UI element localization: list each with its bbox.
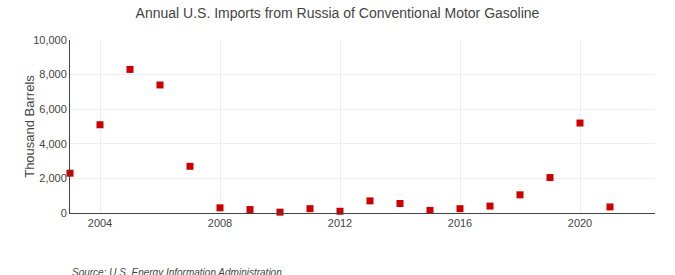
svg-text:2012: 2012 [328, 217, 352, 229]
svg-text:0: 0 [61, 207, 67, 219]
svg-text:4,000: 4,000 [39, 138, 67, 150]
svg-text:2016: 2016 [448, 217, 472, 229]
svg-text:2,000: 2,000 [39, 172, 67, 184]
svg-text:Annual U.S. Imports from Russi: Annual U.S. Imports from Russia of Conve… [136, 5, 540, 21]
svg-text:8,000: 8,000 [39, 68, 67, 80]
svg-text:2004: 2004 [88, 217, 112, 229]
svg-text:2008: 2008 [208, 217, 232, 229]
svg-text:2020: 2020 [568, 217, 592, 229]
svg-text:10,000: 10,000 [33, 34, 67, 46]
svg-text:Thousand Barrels: Thousand Barrels [22, 75, 37, 178]
svg-text:Source: U.S. Energy Informatio: Source: U.S. Energy Information Administ… [72, 267, 282, 275]
svg-text:6,000: 6,000 [39, 103, 67, 115]
